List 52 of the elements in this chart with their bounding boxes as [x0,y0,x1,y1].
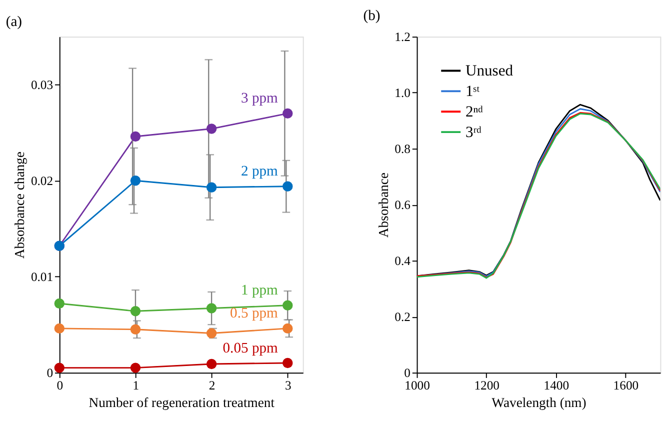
legend-label: Unused [465,62,514,80]
point [282,108,293,119]
point [206,328,217,338]
x-axis-title: Number of regeneration treatment [88,395,275,410]
series-label: 3 ppm [241,90,279,107]
point [130,306,141,316]
point [54,362,65,373]
point [130,176,141,186]
series-label: 0.5 ppm [230,306,279,322]
y-tick-label: 0.2 [394,310,410,324]
x-tick-label: 1200 [474,378,500,393]
y-tick-label: 0.4 [394,254,412,268]
y-tick-label: 0.8 [394,142,410,156]
point [206,303,217,314]
chart-title: (b) [363,8,380,24]
y-tick-label: 0 [46,366,54,380]
x-tick-label: 1 [132,378,140,393]
point [206,358,217,370]
y-tick-label: 1.2 [394,30,410,44]
point [282,181,293,192]
y-axis-title: Absorbance change [12,152,28,259]
x-tick-label: 3 [284,378,292,393]
y-tick-label: 0.03 [30,78,54,92]
point [130,131,141,142]
y-tick-label: 0.02 [30,174,54,188]
x-tick-label: 2 [208,378,216,393]
x-tick-label: 0 [56,378,64,393]
point [282,323,293,334]
point [282,300,293,311]
point [130,362,141,373]
point [54,298,65,309]
series-label: 0.05 ppm [222,340,279,356]
point [130,324,141,334]
series-label: 1 ppm [241,282,279,299]
legend-label: 1ˢᵗ [465,83,480,100]
y-tick-label: 1.0 [394,86,410,100]
series-label: 2 ppm [241,164,279,180]
point [54,323,65,334]
legend-label: 3ʳᵈ [465,124,482,141]
point [206,124,217,134]
y-axis-title: Absorbance [376,172,391,238]
x-tick-label: 1600 [613,378,639,393]
chart-title: (a) [6,14,22,30]
y-tick-label: 0.6 [394,198,410,212]
x-tick-label: 1400 [544,378,570,393]
legend-label: 2ⁿᵈ [465,103,484,120]
y-tick-label: 0.01 [30,270,54,284]
y-tick-label: 0 [404,366,410,380]
x-axis-title: Wavelength (nm) [492,395,586,410]
point [206,182,217,192]
point [282,358,293,368]
x-tick-label: 1000 [404,378,430,393]
